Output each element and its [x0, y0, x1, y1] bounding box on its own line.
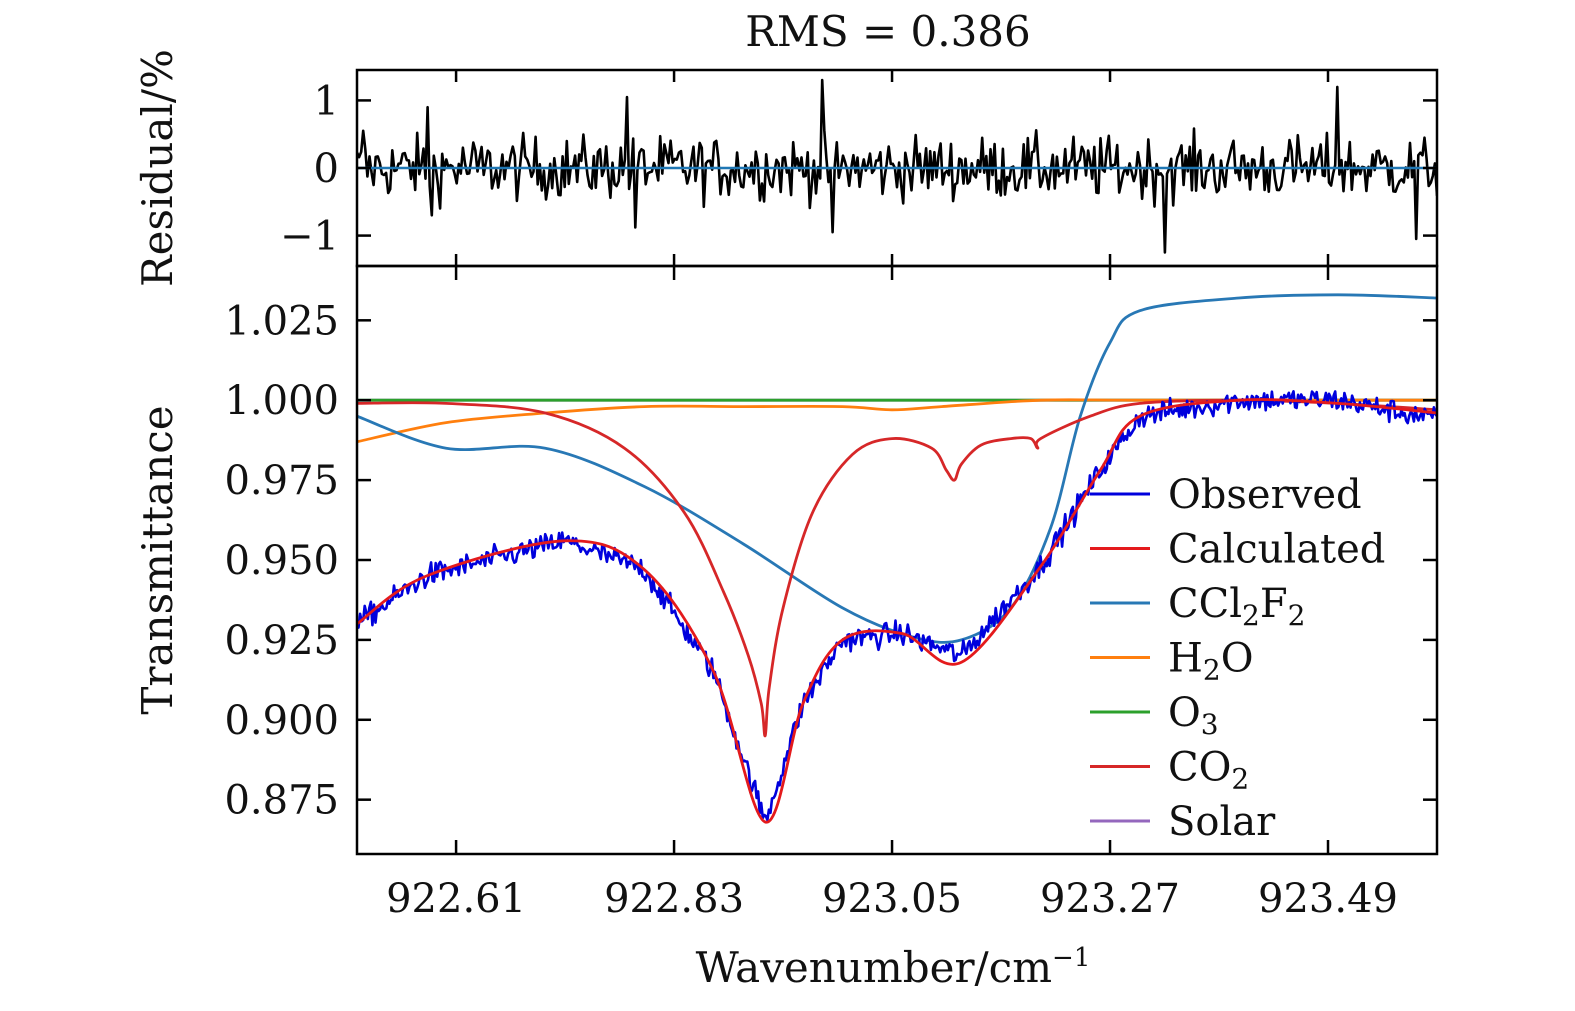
- transmittance-y-tick-label: 0.875: [224, 778, 339, 824]
- legend-label: H2O: [1168, 636, 1254, 687]
- chart-title: RMS = 0.386: [745, 7, 1031, 56]
- residual-y-tick-label: 1: [314, 78, 339, 124]
- legend-label: O3: [1168, 690, 1219, 741]
- legend-label: CCl2F2: [1168, 581, 1305, 632]
- x-tick-label: 923.27: [1040, 876, 1180, 922]
- residual-y-axis-title: Residual/%: [133, 49, 182, 287]
- transmittance-frame: [355, 264, 1439, 856]
- residual-line: [357, 78, 1437, 254]
- transmittance-y-tick-label: 0.975: [224, 458, 339, 504]
- chart-title-prefix: RMS =: [745, 7, 910, 56]
- x-axis-title-text: Wavenumber/cm: [696, 943, 1052, 992]
- series-line-calculated: [357, 398, 1437, 824]
- transmittance-y-tick-label: 0.950: [224, 538, 339, 584]
- series-line-ho: [357, 398, 1437, 444]
- residual-y-tick-label: 0: [314, 146, 339, 192]
- x-tick-label: 922.61: [386, 876, 526, 922]
- transmittance-y-axis-title: Transmittance: [133, 405, 182, 714]
- legend-label: Solar: [1168, 799, 1276, 845]
- transmittance-panel: 1.025 1.000 0.975 0.950 0.925 0.900 0.875 922.6…: [224, 264, 1439, 922]
- legend-label: CO2: [1168, 745, 1249, 796]
- x-tick-label: 922.83: [604, 876, 744, 922]
- legend-label: Observed: [1168, 472, 1362, 518]
- transmittance-y-tick-label: 1.000: [224, 378, 339, 424]
- series-line-co: [357, 398, 1437, 738]
- x-axis-title-sup: −1: [1052, 943, 1090, 973]
- x-axis-title: Wavenumber/cm−1: [696, 943, 1091, 992]
- residual-panel: 1 0 −1: [280, 68, 1439, 268]
- chart-title-rms: 0.386: [911, 7, 1031, 56]
- x-tick-label: 923.49: [1258, 876, 1398, 922]
- transmittance-y-tick-label: 1.025: [224, 298, 339, 344]
- transmittance-y-tick-label: 0.925: [224, 618, 339, 664]
- legend-label: Calculated: [1168, 527, 1385, 573]
- transmittance-y-tick-label: 0.900: [224, 698, 339, 744]
- residual-y-tick-label: −1: [280, 214, 339, 260]
- x-tick-label: 923.05: [822, 876, 962, 922]
